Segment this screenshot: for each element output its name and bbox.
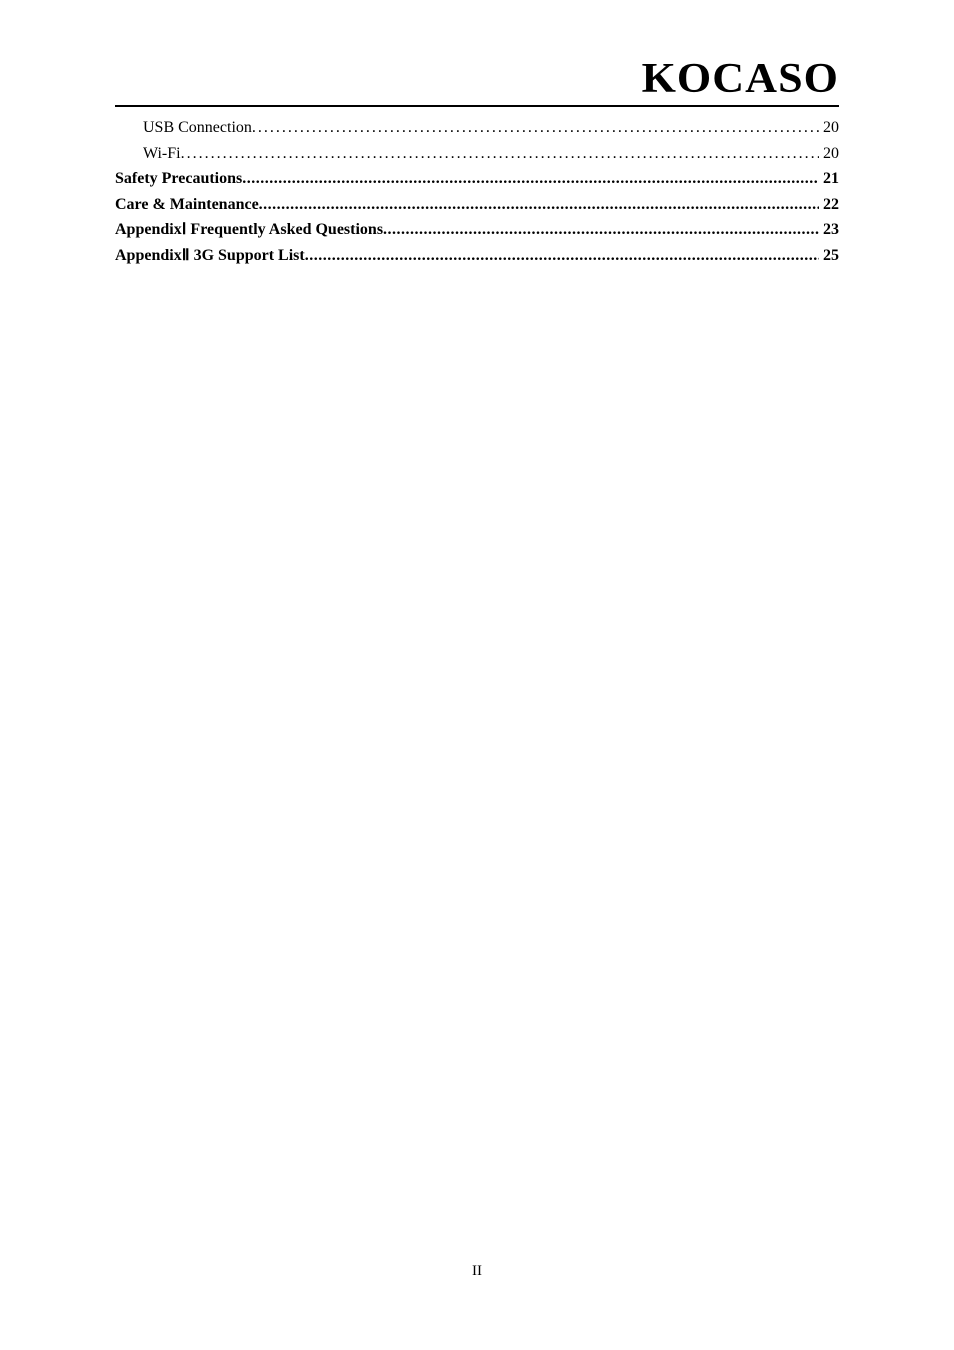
toc-page-number: 20 bbox=[819, 141, 839, 167]
table-of-contents: USB Connection 20 Wi-Fi 20 Safety Precau… bbox=[115, 115, 839, 269]
toc-dots bbox=[383, 217, 819, 243]
toc-entry: Care & Maintenance 22 bbox=[115, 192, 839, 218]
toc-dots bbox=[259, 192, 819, 218]
toc-page-number: 20 bbox=[819, 115, 839, 141]
toc-label: Care & Maintenance bbox=[115, 192, 259, 218]
toc-label: Safety Precautions bbox=[115, 166, 242, 192]
toc-entry: AppendixⅡ 3G Support List 25 bbox=[115, 243, 839, 269]
brand-logo: KOCASO bbox=[79, 55, 839, 103]
page-number: II bbox=[0, 1263, 954, 1280]
toc-entry: USB Connection 20 bbox=[115, 115, 839, 141]
toc-dots bbox=[242, 166, 819, 192]
toc-page-number: 21 bbox=[819, 166, 839, 192]
toc-entry: AppendixⅠ Frequently Asked Questions 23 bbox=[115, 217, 839, 243]
toc-dots bbox=[181, 141, 819, 167]
toc-entry: Wi-Fi 20 bbox=[115, 141, 839, 167]
toc-page-number: 25 bbox=[819, 243, 839, 269]
toc-label: AppendixⅡ 3G Support List bbox=[115, 243, 305, 269]
toc-label: Wi-Fi bbox=[143, 141, 181, 167]
toc-dots bbox=[252, 115, 819, 141]
toc-label: USB Connection bbox=[143, 115, 252, 141]
toc-entry: Safety Precautions 21 bbox=[115, 166, 839, 192]
toc-page-number: 23 bbox=[819, 217, 839, 243]
document-page: KOCASO USB Connection 20 Wi-Fi 20 Safety… bbox=[0, 0, 954, 269]
logo-underline bbox=[115, 105, 839, 107]
toc-label: AppendixⅠ Frequently Asked Questions bbox=[115, 217, 383, 243]
toc-page-number: 22 bbox=[819, 192, 839, 218]
toc-dots bbox=[305, 243, 819, 269]
